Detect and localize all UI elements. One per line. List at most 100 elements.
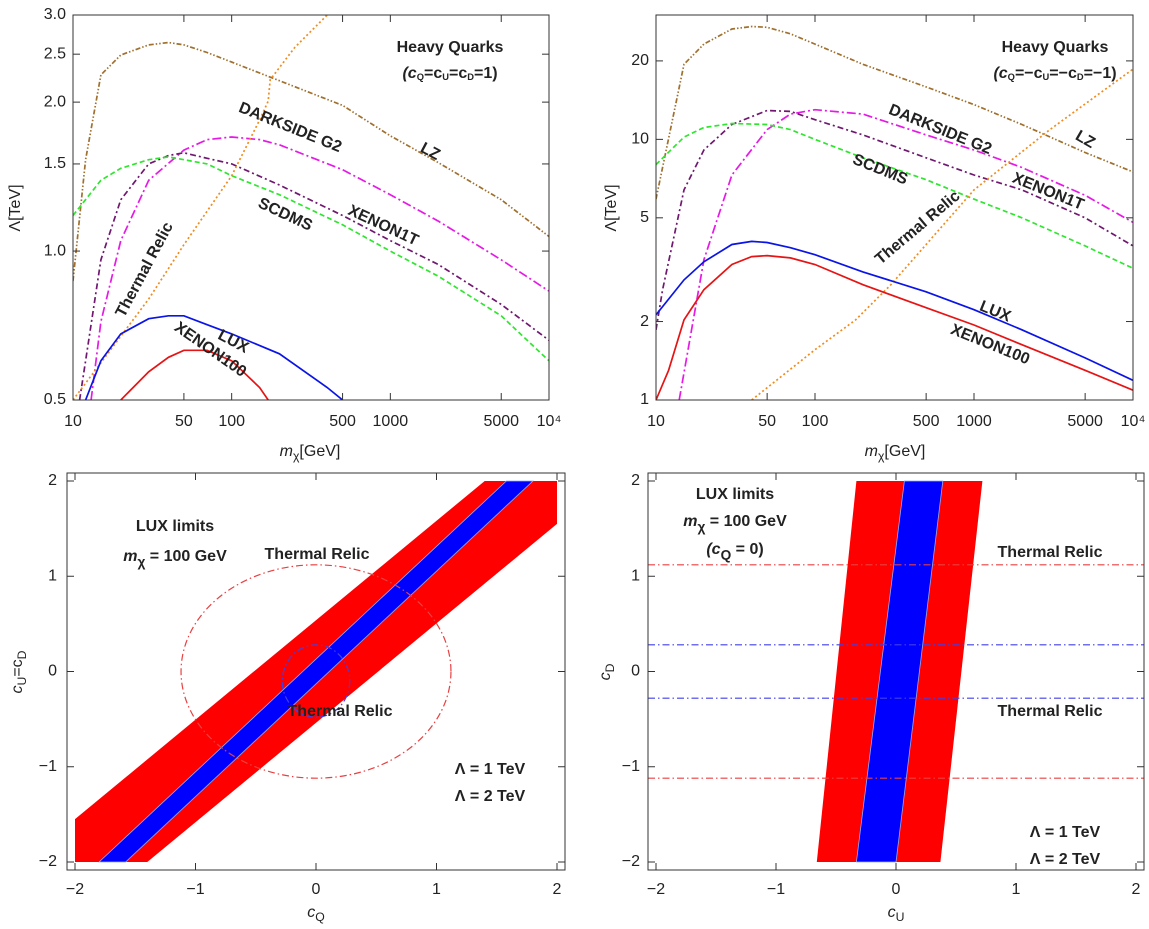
text-part: Q <box>721 547 732 562</box>
curve-label: SCDMS <box>255 195 315 235</box>
y-tick-label: 1.5 <box>44 155 66 172</box>
x-tick-label: 500 <box>329 413 356 430</box>
text-part: m <box>123 548 137 565</box>
band <box>855 480 944 863</box>
plot-area <box>656 25 1133 400</box>
text-part: D <box>467 72 474 82</box>
y-tick-label: 2.0 <box>44 93 66 110</box>
curve <box>678 108 1133 400</box>
x-axis-label: mχ[GeV] <box>280 443 341 463</box>
curve <box>78 151 549 400</box>
x-tick-label: −2 <box>66 881 84 898</box>
plot-area <box>648 480 1144 863</box>
x-tick-label: 2 <box>553 881 562 898</box>
text-part: c <box>597 672 614 680</box>
text-part: =−c <box>1015 65 1043 82</box>
curve-label: Thermal Relic <box>113 219 177 320</box>
curve-label: LZ <box>418 140 443 164</box>
curve <box>751 68 1133 400</box>
chart-title: Heavy Quarks <box>1002 39 1109 56</box>
x-tick-label: 0 <box>892 881 901 898</box>
text-part: U <box>442 72 449 82</box>
text-part: m <box>865 443 878 460</box>
y-tick-label: 2 <box>48 472 57 489</box>
x-tick-label: 1000 <box>373 413 409 430</box>
note: LUX limits <box>696 486 774 503</box>
x-axis-label: mχ[GeV] <box>865 443 926 463</box>
text-part: [GeV] <box>884 443 925 460</box>
curve-label: DARKSIDE G2 <box>886 101 994 158</box>
y-axis-label: cU=cD <box>9 650 29 693</box>
curve-label: DARKSIDE G2 <box>236 99 344 156</box>
text-part: D <box>15 650 29 659</box>
y-tick-label: 2 <box>631 472 640 489</box>
legend-label: Λ = 1 TeV <box>1030 824 1101 841</box>
relic-contour <box>281 644 351 718</box>
text-part: =−c <box>1049 65 1077 82</box>
text-part: Q <box>417 72 424 82</box>
y-tick-label: −1 <box>39 758 57 775</box>
text-part: =c <box>424 65 442 82</box>
x-tick-label: 1 <box>1012 881 1021 898</box>
y-tick-label: 0.5 <box>44 391 66 408</box>
curve <box>120 349 269 400</box>
curve <box>656 25 1133 200</box>
y-tick-label: 1 <box>631 567 640 584</box>
y-tick-label: 2 <box>640 313 649 330</box>
text-part: Q <box>315 910 325 924</box>
x-tick-label: 100 <box>802 413 829 430</box>
y-tick-label: 20 <box>631 52 649 69</box>
plot-area <box>75 480 557 863</box>
text-part: = 100 GeV <box>145 548 227 565</box>
curve <box>656 254 1133 400</box>
text-part: D <box>603 663 617 672</box>
y-tick-label: −1 <box>622 758 640 775</box>
text-part: =−1) <box>1084 65 1117 82</box>
text-part: =1) <box>474 65 498 82</box>
curve <box>84 314 344 400</box>
y-tick-label: 2.5 <box>44 45 66 62</box>
x-tick-label: 5000 <box>1067 413 1103 430</box>
y-tick-label: 10 <box>631 131 649 148</box>
x-tick-label: 500 <box>913 413 940 430</box>
chart-title: Heavy Quarks <box>397 39 504 56</box>
x-tick-label: 50 <box>175 413 193 430</box>
y-tick-label: 3.0 <box>44 6 66 23</box>
y-tick-label: 1 <box>48 567 57 584</box>
x-tick-label: 10 <box>64 413 82 430</box>
note: mχ = 100 GeV <box>683 513 787 534</box>
text-part: = 100 GeV <box>705 513 787 530</box>
y-tick-label: 1 <box>640 391 649 408</box>
y-tick-label: −2 <box>39 853 57 870</box>
curve <box>73 156 549 362</box>
text-part: m <box>683 513 697 530</box>
text-part: c <box>307 904 315 921</box>
x-tick-label: 1000 <box>956 413 992 430</box>
relic-label: Thermal Relic <box>265 546 370 563</box>
text-part: D <box>1077 72 1084 82</box>
frame <box>655 14 1134 401</box>
y-axis-label: cD <box>597 663 617 680</box>
note: LUX limits <box>136 518 214 535</box>
y-tick-label: 0 <box>631 663 640 680</box>
relic-contour <box>180 564 452 779</box>
relic-label: Thermal Relic <box>998 703 1103 720</box>
text-part: c <box>888 904 896 921</box>
text-part: [GeV] <box>299 443 340 460</box>
x-tick-label: 2 <box>1132 881 1141 898</box>
frame <box>72 14 550 401</box>
x-tick-label: 0 <box>312 881 321 898</box>
text-part: =c <box>9 659 26 676</box>
curve <box>656 122 1133 270</box>
curve-label: SCDMS <box>850 151 910 189</box>
y-tick-label: 1.0 <box>44 242 66 259</box>
x-tick-label: 5000 <box>483 413 519 430</box>
text-part: χ <box>293 449 300 463</box>
curve <box>90 136 549 400</box>
text-part: U <box>896 910 905 924</box>
plot-area <box>73 15 549 400</box>
y-axis-label: Λ[TeV] <box>603 184 620 231</box>
x-tick-label: 10 <box>647 413 665 430</box>
text-part: χ <box>697 519 705 534</box>
